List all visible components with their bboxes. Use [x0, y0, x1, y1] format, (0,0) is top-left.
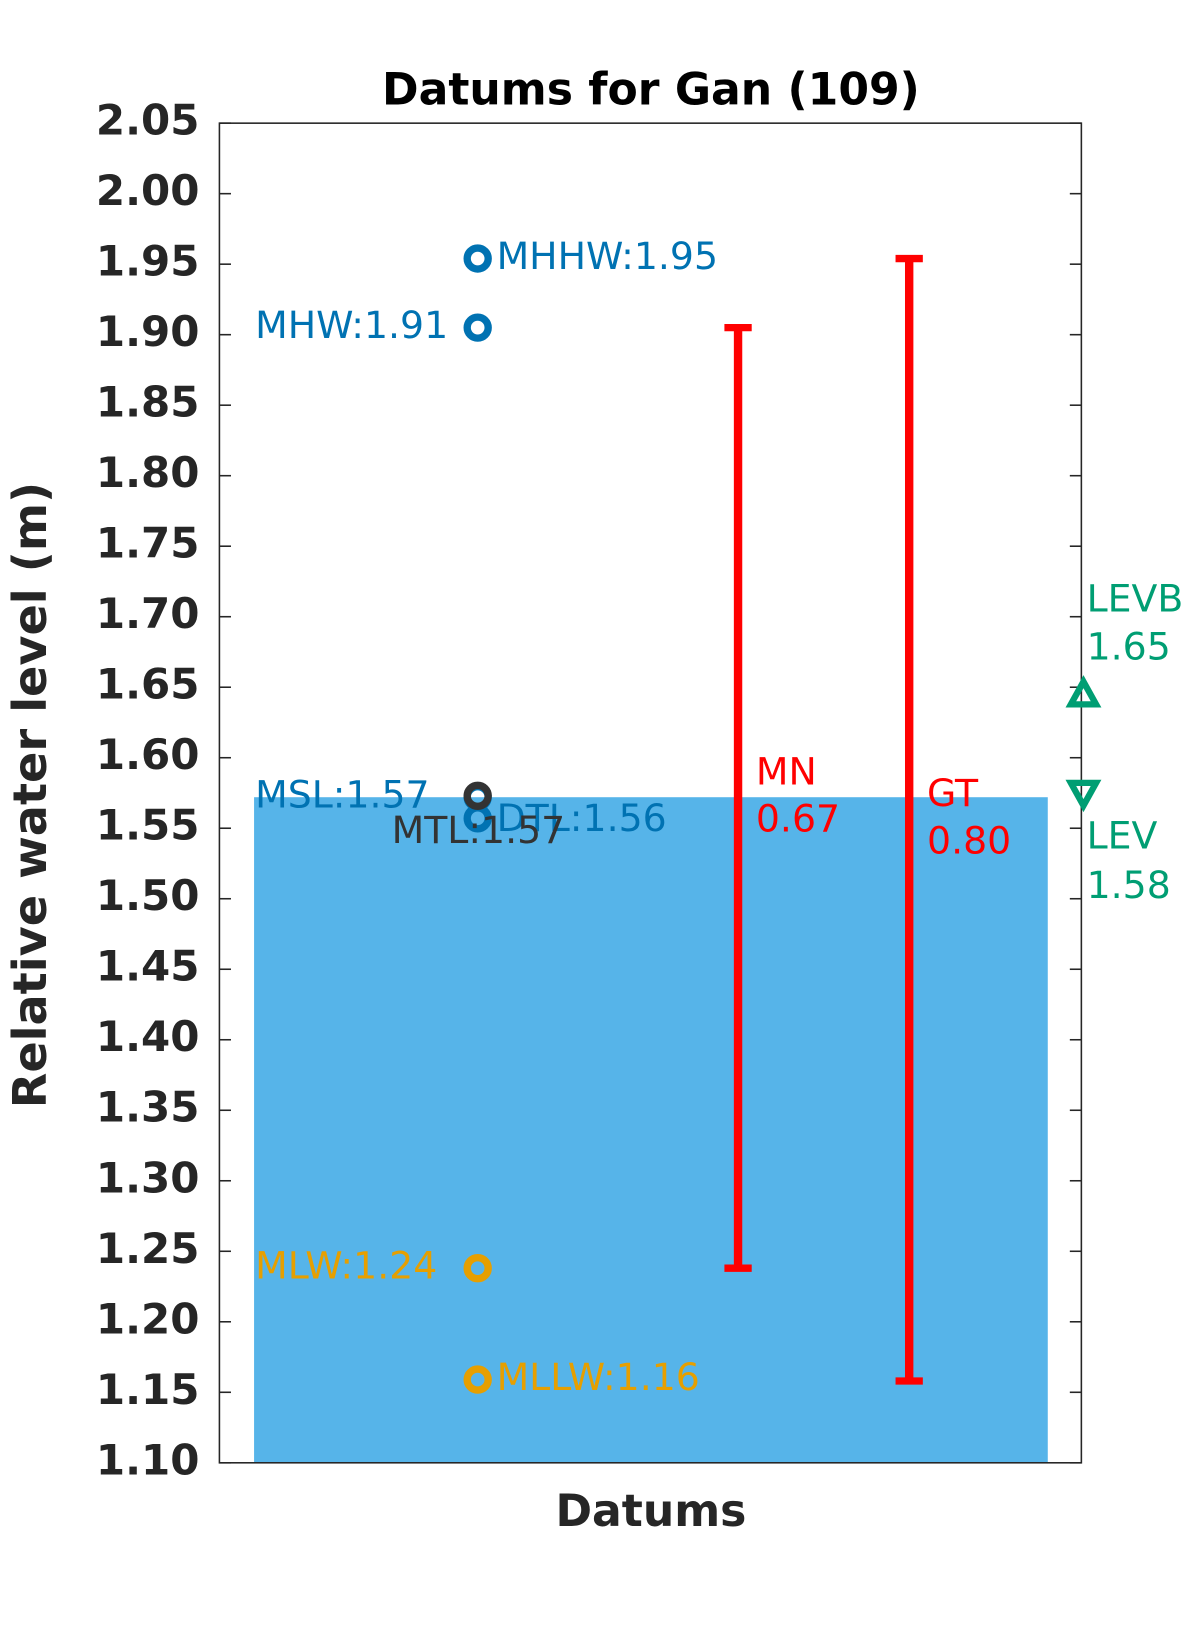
- y-tick-label: 1.55: [96, 801, 200, 850]
- datum-marker: [463, 781, 492, 810]
- range-name: GT: [927, 771, 979, 815]
- y-tick-label: 1.95: [96, 237, 200, 286]
- y-tick-label: 2.05: [96, 96, 200, 145]
- y-axis-label: Relative water level (m): [3, 482, 57, 1108]
- datum-marker: [463, 1254, 492, 1283]
- level-name: LEV: [1087, 814, 1158, 858]
- y-tick-label: 1.65: [96, 660, 200, 709]
- y-tick-label: 1.60: [96, 730, 200, 779]
- y-tick-label: 1.40: [96, 1012, 200, 1061]
- datum-label: DTL:1.56: [497, 796, 667, 840]
- y-tick-label: 1.50: [96, 871, 200, 920]
- datum-label: MTL:1.57: [392, 808, 566, 852]
- datum-marker: [463, 313, 492, 342]
- y-tick-label: 1.30: [96, 1153, 200, 1202]
- range-value: 0.67: [756, 797, 840, 841]
- y-tick-label: 1.80: [96, 448, 200, 497]
- y-tick-label: 1.10: [96, 1435, 200, 1484]
- range-value: 0.80: [927, 818, 1011, 862]
- datum-label: MLW:1.24: [255, 1244, 437, 1288]
- level-marker: [1065, 675, 1102, 708]
- y-tick-label: 1.45: [96, 942, 200, 991]
- y-tick-label: 1.75: [96, 519, 200, 568]
- y-tick-label: 1.25: [96, 1224, 200, 1273]
- y-tick-label: 2.00: [96, 166, 200, 215]
- plot-frame: [218, 122, 1083, 1464]
- level-value: 1.65: [1087, 625, 1171, 669]
- level-value: 1.58: [1087, 863, 1171, 907]
- y-tick-label: 1.90: [96, 307, 200, 356]
- datum-marker: [463, 1365, 492, 1394]
- chart-title: Datums for Gan (109): [382, 65, 920, 116]
- datum-label: MLLW:1.16: [497, 1355, 700, 1399]
- y-tick-label: 1.85: [96, 378, 200, 427]
- x-axis-label: Datums: [555, 1486, 746, 1537]
- datum-label: MHHW:1.95: [497, 234, 718, 278]
- bar: [254, 797, 1048, 1463]
- datum-label: MHW:1.91: [255, 303, 448, 347]
- y-tick-label: 1.35: [96, 1083, 200, 1132]
- datum-marker: [463, 244, 492, 273]
- level-name: LEVB: [1087, 576, 1184, 620]
- y-tick-label: 1.15: [96, 1365, 200, 1414]
- range-name: MN: [756, 749, 817, 793]
- datum-label: MSL:1.57: [255, 773, 429, 817]
- y-tick-label: 1.20: [96, 1294, 200, 1343]
- y-tick-label: 1.70: [96, 589, 200, 638]
- level-marker: [1065, 779, 1102, 813]
